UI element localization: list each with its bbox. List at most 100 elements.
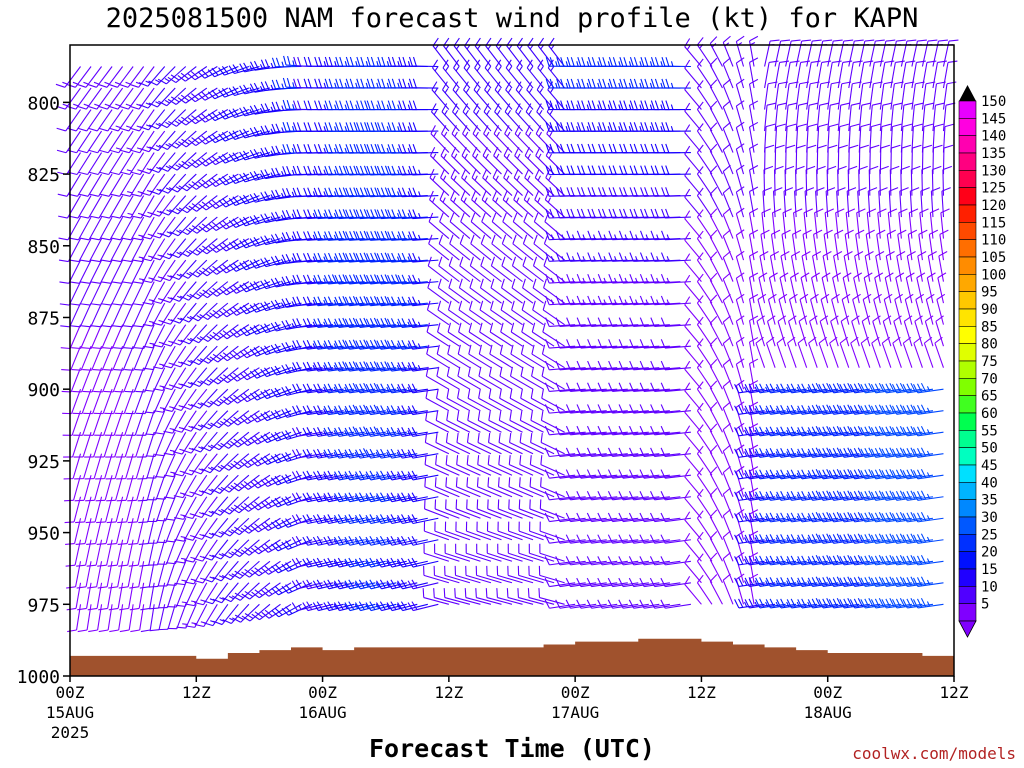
barb-shaft (122, 345, 134, 371)
barb-half-flag (186, 250, 192, 255)
barb-shaft (118, 130, 134, 154)
barb-shaft (424, 508, 450, 519)
barb-flag (180, 339, 190, 345)
barb-flag (239, 394, 248, 403)
barb-flag (461, 168, 467, 178)
barb-half-flag (508, 66, 513, 72)
barb-flag (243, 392, 252, 401)
barb-flag (91, 303, 101, 306)
barb-flag (328, 187, 333, 197)
barb-half-flag (323, 430, 327, 436)
barb-flag (270, 411, 278, 420)
barb-shaft (100, 302, 113, 328)
barb-half-flag (355, 82, 358, 89)
barb-shaft (71, 410, 82, 436)
barb-flag (327, 470, 333, 480)
barb-shaft (447, 375, 471, 390)
barb-flag (281, 497, 288, 506)
barb-flag (88, 171, 99, 176)
barb-flag (221, 553, 231, 559)
barb-shaft (193, 582, 208, 606)
barb-flag (307, 100, 312, 110)
barb-flag (119, 105, 129, 110)
barb-flag (271, 543, 279, 552)
barb-flag (328, 231, 333, 241)
barb-half-flag (485, 131, 490, 137)
barb-shaft (112, 345, 124, 371)
barb-half-flag (156, 210, 163, 214)
barb-shaft (81, 388, 92, 414)
barb-shaft (540, 508, 565, 519)
barb-half-flag (453, 197, 457, 203)
barb-half-flag (443, 153, 447, 159)
barb-shaft (109, 238, 124, 262)
barb-shaft (183, 517, 197, 542)
barb-flag (223, 396, 232, 403)
barb-shaft (68, 259, 82, 284)
wind-barb (146, 453, 166, 479)
barb-shaft (317, 496, 344, 503)
barb-flag (464, 588, 467, 598)
barb-flag (98, 127, 108, 132)
barb-shaft (101, 324, 113, 349)
barb-flag (544, 404, 550, 414)
wind-barb (142, 281, 166, 305)
wind-barb (239, 172, 271, 183)
barb-flag (240, 505, 249, 512)
barb-flag (131, 215, 142, 219)
barb-flag (286, 99, 291, 110)
barb-flag (483, 125, 489, 134)
barb-shaft (328, 474, 355, 481)
wind-barb (147, 496, 166, 523)
barb-half-flag (291, 322, 295, 329)
barb-flag (292, 384, 298, 394)
wind-barb (61, 367, 82, 393)
wind-barb (139, 539, 155, 567)
barb-flag (239, 240, 247, 249)
barb-flag (306, 535, 313, 545)
barb-flag (159, 188, 169, 194)
barb-half-flag (526, 197, 530, 203)
barb-flag (133, 281, 143, 284)
barb-flag (219, 288, 227, 296)
barb-shaft (521, 353, 544, 369)
wind-barb (71, 345, 92, 371)
wind-barb (169, 195, 197, 215)
barb-flag (323, 580, 330, 590)
barb-half-flag (333, 234, 337, 240)
wind-barb (198, 216, 229, 233)
barb-shaft (72, 432, 82, 458)
barb-shaft (121, 302, 134, 328)
barb-shaft (258, 517, 281, 533)
barb-shaft (508, 486, 534, 498)
barb-shaft (128, 109, 145, 132)
barb-flag (264, 191, 270, 201)
barb-shaft (144, 388, 155, 414)
barb-flag (221, 65, 229, 75)
barb-flag (66, 586, 76, 589)
barb-flag (270, 344, 277, 354)
barb-flag (544, 556, 550, 566)
barb-flag (239, 262, 247, 271)
barb-flag (512, 234, 517, 244)
barb-flag (191, 425, 201, 431)
barb-flag (323, 405, 329, 415)
wind-barb (91, 281, 113, 306)
wind-barb (163, 431, 187, 456)
barb-shaft (117, 87, 134, 110)
barb-flag (212, 353, 222, 361)
wind-barb (490, 300, 513, 326)
barb-flag (243, 106, 250, 116)
barb-flag (111, 259, 122, 263)
barb-flag (370, 78, 375, 89)
barb-shaft (498, 464, 523, 476)
barb-shaft (480, 287, 502, 304)
barb-flag (57, 193, 68, 197)
wind-barb (164, 474, 187, 499)
barb-flag (249, 105, 256, 115)
barb-shaft (520, 397, 544, 412)
barb-flag (253, 237, 260, 246)
wind-barb (83, 388, 103, 415)
wind-barb (179, 281, 208, 301)
wind-barb (165, 518, 187, 543)
